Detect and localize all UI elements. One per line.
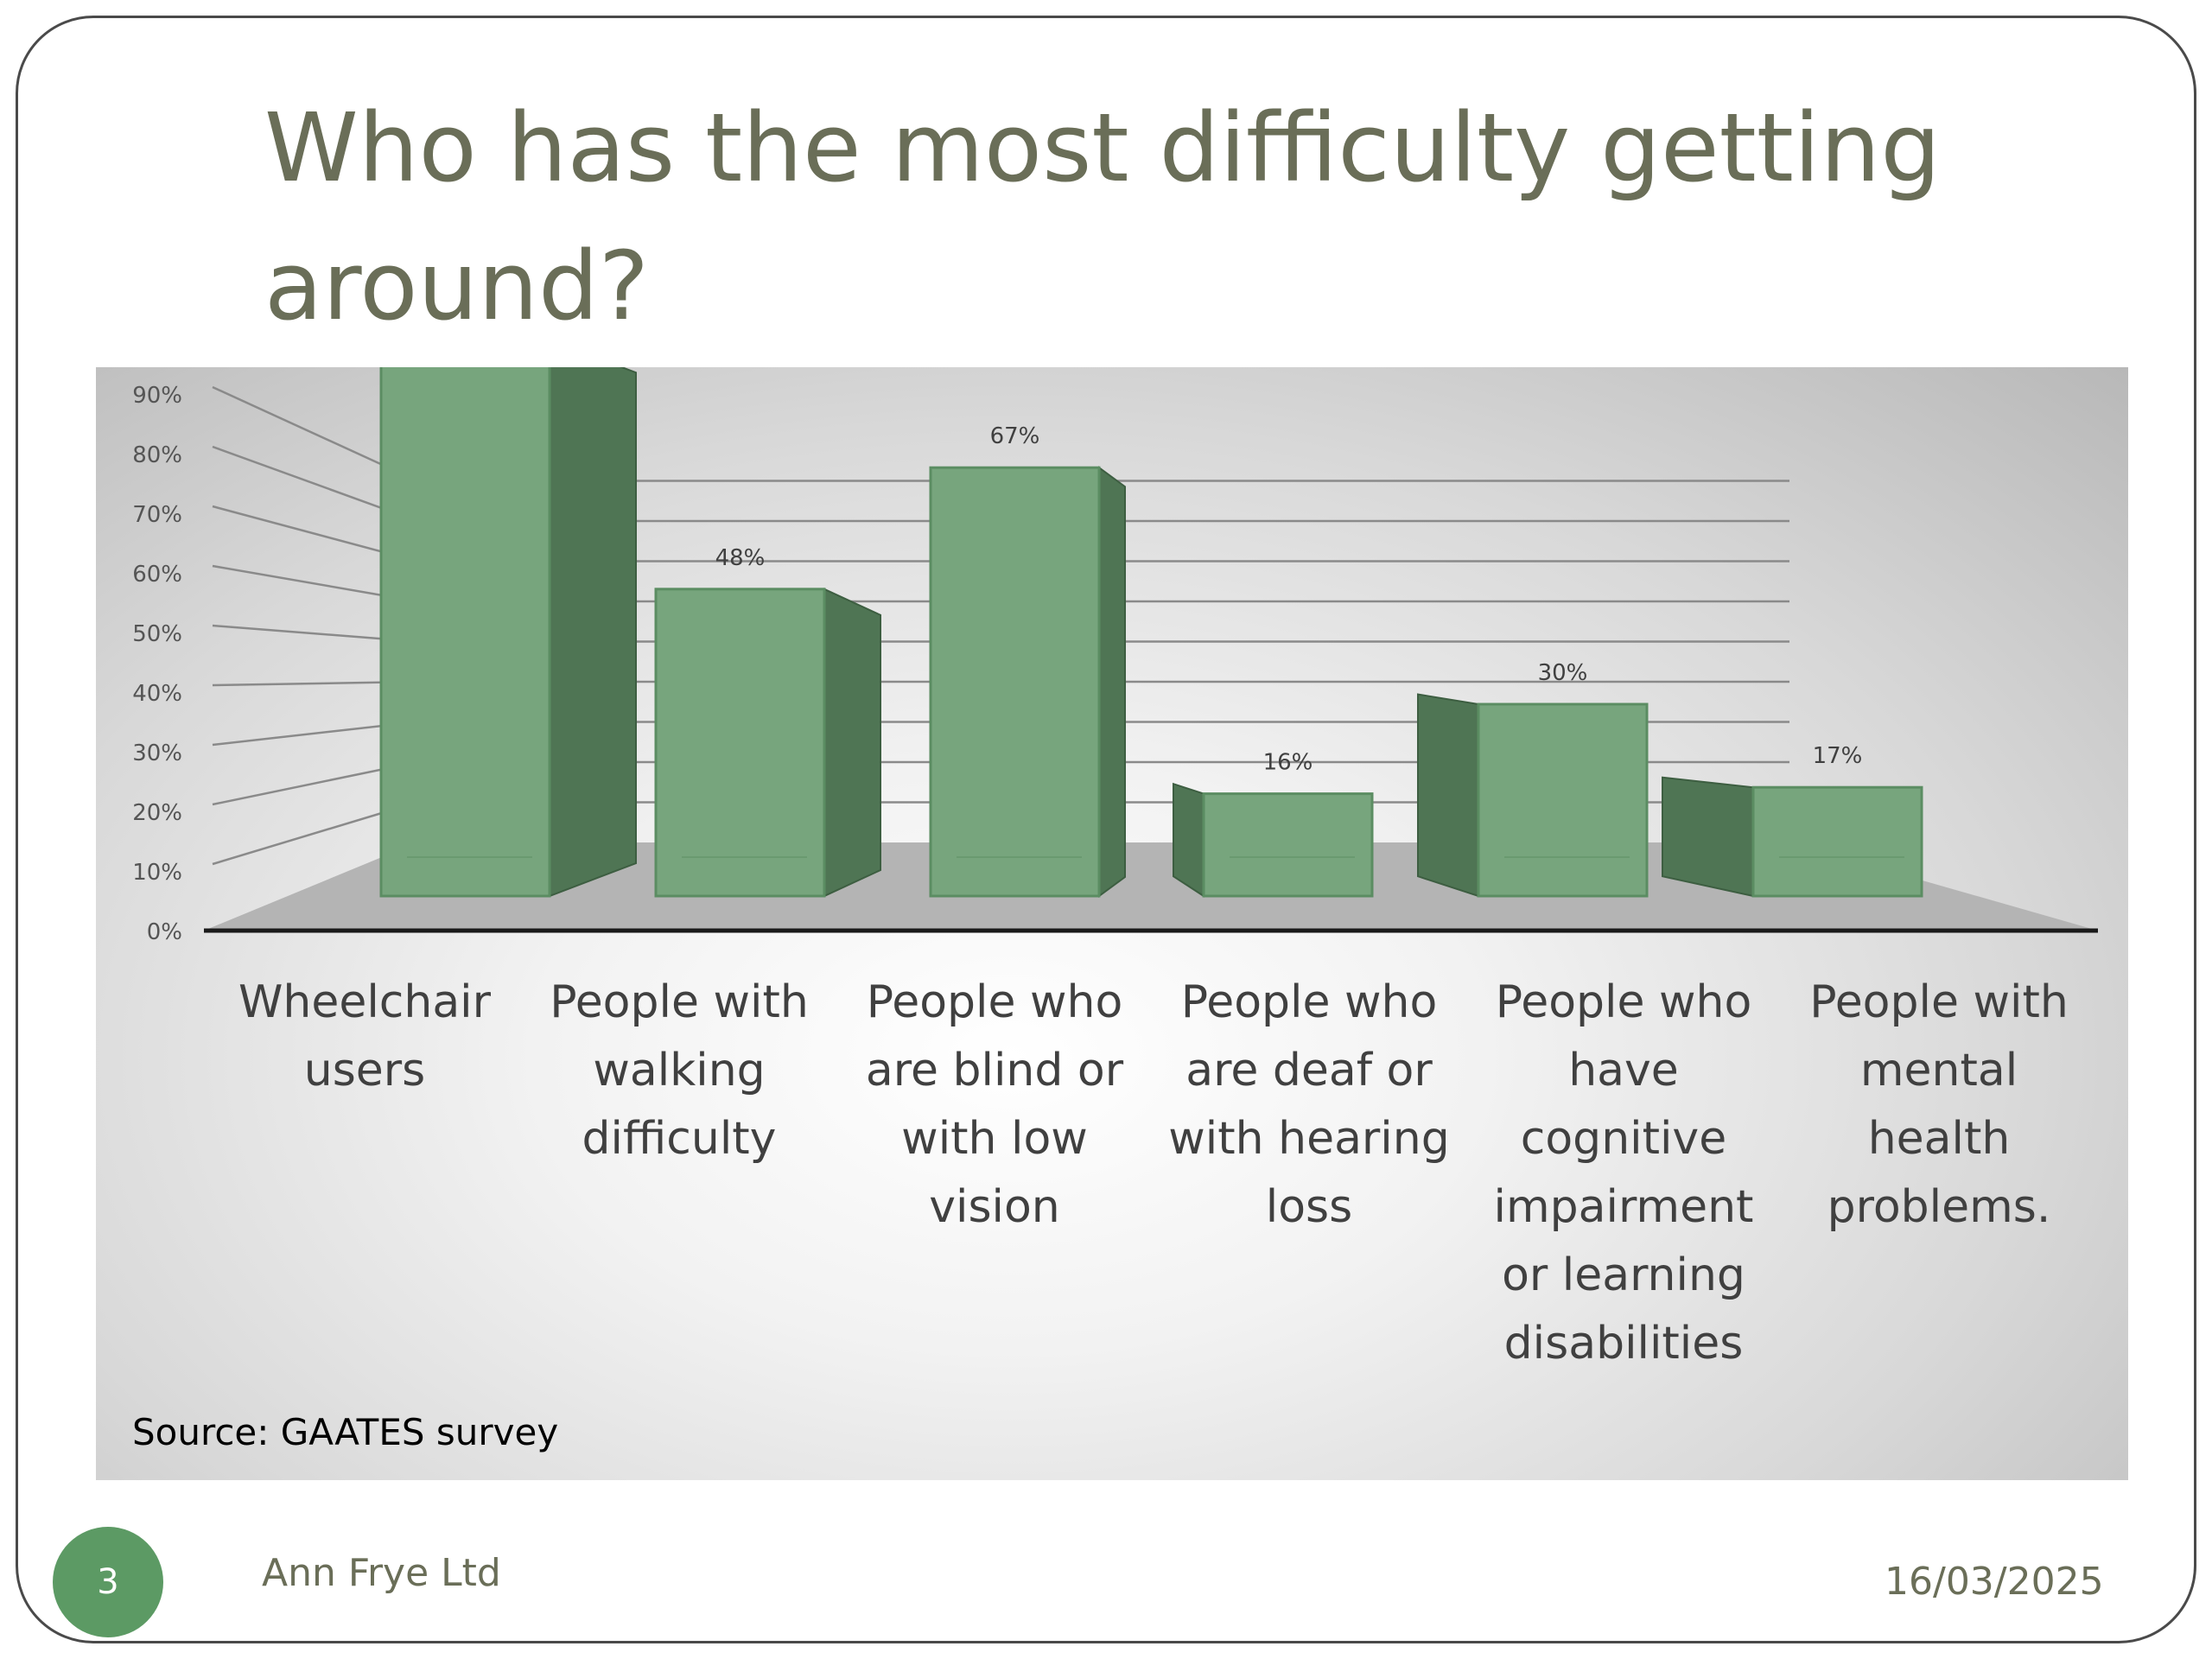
category-label-line: cognitive: [1520, 1113, 1727, 1165]
category-label: People who are deaf or with hearing loss: [1154, 969, 1465, 1242]
category-label-line: People who: [1180, 976, 1438, 1028]
category-label: People with mental health problems.: [1783, 969, 2094, 1242]
category-label-line: People who: [866, 976, 1123, 1028]
y-tick-label: 10%: [132, 860, 182, 886]
data-label: 30%: [1538, 660, 1588, 686]
category-label-line: with low: [901, 1113, 1088, 1165]
category-label-line: health: [1867, 1113, 2011, 1165]
category-label-line: People with: [550, 976, 809, 1028]
category-label-line: with hearing: [1168, 1113, 1450, 1165]
source-note: Source: GAATES survey: [132, 1411, 559, 1453]
footer-date: 16/03/2025: [1885, 1560, 2104, 1604]
category-label-line: or learning: [1502, 1249, 1745, 1301]
bar: [1751, 785, 1923, 898]
bar-side: [1662, 776, 1754, 898]
category-label-line: People with: [1809, 976, 2069, 1028]
category-label: Wheelchair users: [209, 969, 520, 1105]
y-tick-label: 0%: [147, 919, 182, 945]
category-label-line: walking: [593, 1045, 766, 1096]
footer-author: Ann Frye Ltd: [262, 1551, 501, 1595]
bar: [654, 588, 826, 898]
category-label-line: impairment: [1493, 1181, 1754, 1233]
data-label: 17%: [1813, 743, 1863, 769]
category-label: People with walking difficulty: [524, 969, 835, 1173]
data-label: 48%: [715, 545, 766, 571]
y-tick-label: 30%: [132, 741, 182, 766]
bar-side: [823, 588, 881, 898]
bar-side: [1098, 466, 1126, 898]
category-label-line: users: [303, 1045, 426, 1096]
y-tick-label: 50%: [132, 621, 182, 647]
category-label-line: vision: [929, 1181, 1060, 1233]
chart-area: 0%10%20%30%40%50%60%70%80%90%87%48%67%16…: [96, 367, 2128, 1480]
data-label: 16%: [1263, 750, 1313, 776]
bar: [929, 466, 1101, 898]
slide-title: Who has the most difficulty getting arou…: [264, 92, 1942, 341]
category-label-line: People who: [1495, 976, 1752, 1028]
category-label-line: are deaf or: [1185, 1045, 1433, 1096]
category-label-line: are blind or: [865, 1045, 1124, 1096]
category-label-line: mental: [1859, 1045, 2018, 1096]
category-label-line: problems.: [1827, 1181, 2051, 1233]
category-label: People who are blind or with low vision: [839, 969, 1150, 1242]
slide-number-badge: 3: [53, 1527, 163, 1637]
bar-side: [549, 367, 637, 898]
bar: [379, 367, 551, 898]
bar: [1477, 702, 1649, 898]
y-tick-label: 40%: [132, 681, 182, 707]
category-label-line: difficulty: [582, 1113, 777, 1165]
bar-chart: 0%10%20%30%40%50%60%70%80%90%87%48%67%16…: [132, 367, 2098, 945]
y-tick-label: 90%: [132, 383, 182, 409]
slide-frame: Who has the most difficulty getting arou…: [16, 16, 2196, 1643]
y-tick-label: 20%: [132, 800, 182, 826]
data-label: 67%: [990, 423, 1040, 449]
category-label-line: loss: [1265, 1181, 1353, 1233]
category-label: People who have cognitive impairment or lear…: [1468, 969, 1779, 1378]
y-tick-label: 70%: [132, 502, 182, 528]
bar-side: [1173, 782, 1205, 898]
bar: [1202, 792, 1374, 898]
bar-side: [1417, 693, 1479, 898]
category-label-line: Wheelchair: [238, 976, 492, 1028]
y-tick-label: 60%: [132, 562, 182, 588]
y-tick-label: 80%: [132, 442, 182, 468]
category-label-line: disabilities: [1503, 1318, 1744, 1370]
category-label-line: have: [1568, 1045, 1679, 1096]
